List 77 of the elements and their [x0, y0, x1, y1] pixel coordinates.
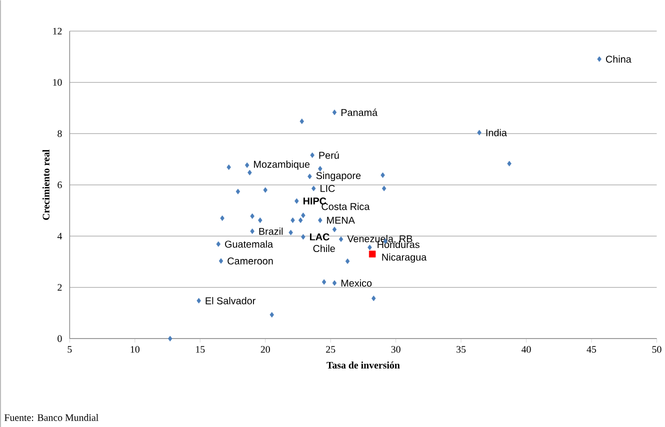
x-tick-label: 35 — [456, 346, 466, 352]
y-tick-label: 12 — [53, 28, 62, 34]
annotation: Guatemala — [225, 240, 274, 248]
y-tick-label: 4 — [57, 232, 62, 240]
point — [311, 185, 316, 192]
x-tick-label: 10 — [130, 346, 140, 353]
point — [332, 280, 337, 286]
annotation: LIC — [320, 184, 335, 192]
x-tick-label: 20 — [260, 346, 270, 353]
y-tick-label: 10 — [53, 78, 62, 86]
point — [258, 217, 262, 223]
point — [270, 312, 274, 318]
point — [318, 217, 322, 223]
x-tick-label: 5 — [68, 346, 72, 352]
point — [372, 295, 376, 301]
point — [168, 336, 172, 342]
point — [332, 109, 337, 115]
point — [300, 118, 304, 124]
point — [338, 236, 344, 242]
point — [310, 152, 314, 158]
point — [318, 166, 322, 172]
point — [597, 56, 602, 62]
annotation: Panamá — [341, 108, 378, 116]
point — [301, 212, 306, 218]
annotation: HIPC — [303, 197, 326, 204]
point — [248, 170, 252, 176]
annotation: Mozambique — [254, 160, 310, 170]
y-tick-label: 8 — [58, 130, 62, 137]
annotation: Perú — [319, 151, 339, 159]
annotation: MENA — [327, 216, 355, 224]
x-tick-label: 25 — [326, 346, 336, 352]
annotation: Nicaragua — [382, 253, 427, 262]
point — [301, 234, 306, 240]
point — [196, 298, 201, 304]
x-axis-title: Tasa de inversión — [326, 361, 400, 368]
point — [250, 213, 254, 219]
annotation: China — [606, 55, 632, 62]
point — [308, 173, 312, 179]
x-tick-label: 40 — [522, 346, 531, 353]
point — [218, 258, 224, 264]
point — [507, 160, 512, 166]
x-tick-label: 45 — [586, 346, 596, 352]
y-tick-label: 0 — [58, 335, 62, 342]
point — [250, 228, 254, 234]
y-tick-label: 2 — [58, 284, 62, 290]
point — [477, 130, 482, 136]
point — [368, 244, 372, 250]
x-tick-label: 15 — [196, 346, 205, 352]
point — [368, 250, 376, 258]
point — [236, 188, 240, 194]
point — [216, 241, 221, 247]
annotation: Chile — [313, 244, 335, 252]
point — [288, 230, 293, 236]
point — [290, 217, 295, 223]
point — [382, 185, 386, 192]
point — [380, 172, 385, 178]
annotation: Cameroon — [228, 257, 273, 264]
point — [322, 278, 326, 285]
point — [226, 164, 231, 170]
point — [294, 198, 299, 204]
y-axis-title: Crecimiento real — [42, 149, 50, 220]
annotation: LAC — [310, 233, 330, 240]
annotation: Singapore — [316, 172, 361, 181]
point — [244, 162, 250, 168]
annotation: Mexico — [341, 279, 372, 286]
y-tick-label: 6 — [58, 181, 62, 188]
point — [298, 217, 303, 223]
annotation: India — [486, 128, 507, 136]
x-tick-label: 50 — [652, 346, 662, 353]
source-note: Fuente: Banco Mundial — [4, 414, 98, 421]
annotation: Brazil — [259, 227, 283, 235]
annotation: Costa Rica — [322, 202, 370, 210]
point — [220, 215, 224, 221]
point — [332, 226, 337, 232]
x-tick-label: 30 — [391, 346, 400, 353]
annotation: El Salvador — [206, 296, 256, 304]
point — [345, 258, 350, 264]
